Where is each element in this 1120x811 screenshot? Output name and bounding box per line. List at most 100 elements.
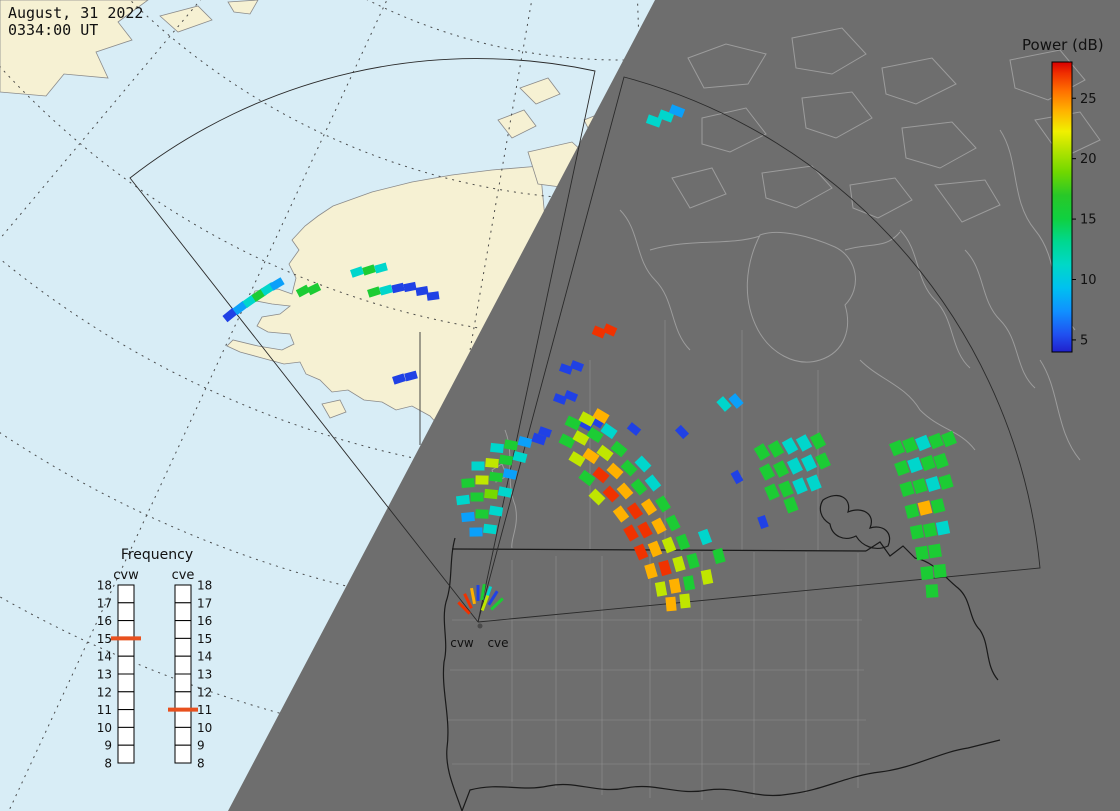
echo-cell — [651, 517, 667, 535]
echo-cell — [488, 505, 504, 517]
frequency-tick-label: 14 — [97, 650, 112, 664]
frequency-tick-label: 8 — [104, 757, 112, 771]
echo-cell — [899, 481, 915, 497]
echo-cell — [295, 284, 311, 298]
echo-cell — [564, 415, 582, 431]
echo-cell — [781, 437, 799, 455]
echo-cell — [753, 443, 771, 461]
echo-cell — [712, 547, 726, 565]
gulf-coast — [461, 739, 1001, 811]
echo-cell — [531, 432, 547, 446]
colorbar: Power (dB) 25 20 15 10 5 — [1022, 36, 1104, 353]
echo-cell — [362, 264, 376, 276]
echo-cell — [582, 447, 600, 465]
echo-cell — [634, 455, 652, 473]
echo-cell — [925, 476, 941, 492]
echo-cell — [920, 565, 934, 581]
echo-cell — [941, 430, 957, 448]
echo-cell — [488, 471, 504, 483]
frequency-ladder-cell — [174, 620, 192, 639]
echo-cell — [661, 536, 677, 554]
frequency-ladder-cell — [117, 726, 135, 746]
echo-cell — [674, 424, 690, 440]
echo-layer — [222, 104, 957, 615]
echo-cell — [935, 520, 951, 536]
echo-cell — [404, 370, 418, 382]
echo-cell — [915, 545, 929, 561]
frequency-col-label-cve: cve — [172, 568, 195, 583]
frequency-tick-label: 10 — [97, 721, 112, 735]
frequency-ladder-cell — [174, 655, 192, 675]
echo-cell — [490, 442, 504, 454]
echo-cell — [602, 485, 620, 503]
fov-cve — [477, 76, 1041, 623]
echo-cell — [572, 430, 590, 446]
land-chukotka — [0, 0, 149, 97]
colorbar-tick-label: 25 — [1080, 92, 1097, 107]
echo-cell — [463, 593, 473, 609]
frequency-tick-label: 13 — [197, 668, 212, 682]
echo-cell — [686, 552, 700, 570]
echo-cell — [600, 422, 618, 440]
echo-cell — [470, 492, 484, 502]
site-label-cve: cve — [487, 636, 508, 650]
frequency-tick-label: 16 — [97, 614, 112, 628]
echo-cell — [920, 454, 936, 472]
frequency-tick-label: 15 — [97, 632, 112, 646]
frequency-legend: Frequency cvw cve 1817161514131211109818… — [97, 547, 213, 771]
echo-cell — [568, 451, 586, 467]
echo-cell — [470, 587, 476, 605]
echo-cell — [367, 286, 381, 298]
echo-cell — [455, 494, 471, 506]
echo-cell — [801, 454, 817, 472]
fov-cvw — [129, 58, 596, 623]
frequency-ladder-cell — [117, 584, 135, 604]
frequency-ladder-cell — [174, 637, 192, 657]
colorbar-title: Power (dB) — [1022, 36, 1104, 54]
echo-cell — [269, 277, 285, 291]
echo-cell — [503, 439, 519, 451]
echo-cell — [610, 440, 628, 458]
echo-cell — [350, 266, 364, 278]
frequency-legend-title: Frequency — [121, 547, 193, 563]
echo-cell — [930, 498, 946, 514]
frequency-tick-label: 18 — [197, 579, 212, 593]
echo-cell — [552, 393, 568, 405]
echo-cell — [475, 509, 489, 519]
frequency-tick-label: 14 — [197, 650, 212, 664]
echo-cell — [888, 439, 906, 457]
echo-cell — [487, 590, 499, 606]
echo-cell — [476, 585, 480, 601]
land-arctic-island — [497, 109, 537, 139]
echo-cell — [933, 452, 949, 470]
land-island — [227, 0, 259, 15]
echo-cell — [616, 482, 634, 500]
timestamp: August, 31 2022 0334:00 UT — [8, 4, 143, 39]
echo-cell — [559, 363, 573, 375]
echo-cell — [630, 478, 648, 496]
frequency-tick-label: 9 — [197, 739, 205, 753]
echo-cell — [778, 480, 794, 498]
echo-cell — [596, 444, 614, 462]
echo-cell — [904, 503, 920, 519]
date-text: August, 31 2022 — [8, 4, 143, 22]
great-lakes — [819, 495, 891, 549]
echo-cell — [457, 601, 471, 615]
colorbar-tick-label: 15 — [1080, 213, 1097, 228]
echo-cell — [612, 505, 630, 523]
echo-cell — [668, 104, 686, 118]
colorbar-tick-label: 20 — [1080, 152, 1097, 167]
echo-cell — [379, 284, 393, 296]
echo-cell — [933, 563, 947, 579]
radar-site-dot — [477, 623, 483, 629]
echo-cell — [928, 432, 944, 450]
echo-cell — [502, 468, 518, 480]
echo-cell — [922, 522, 938, 538]
night-terminator-overlay — [228, 0, 1120, 811]
frequency-ladder-cell — [117, 744, 135, 764]
echo-cell — [569, 360, 585, 372]
echo-cell — [498, 454, 514, 466]
echo-cell — [909, 524, 925, 540]
